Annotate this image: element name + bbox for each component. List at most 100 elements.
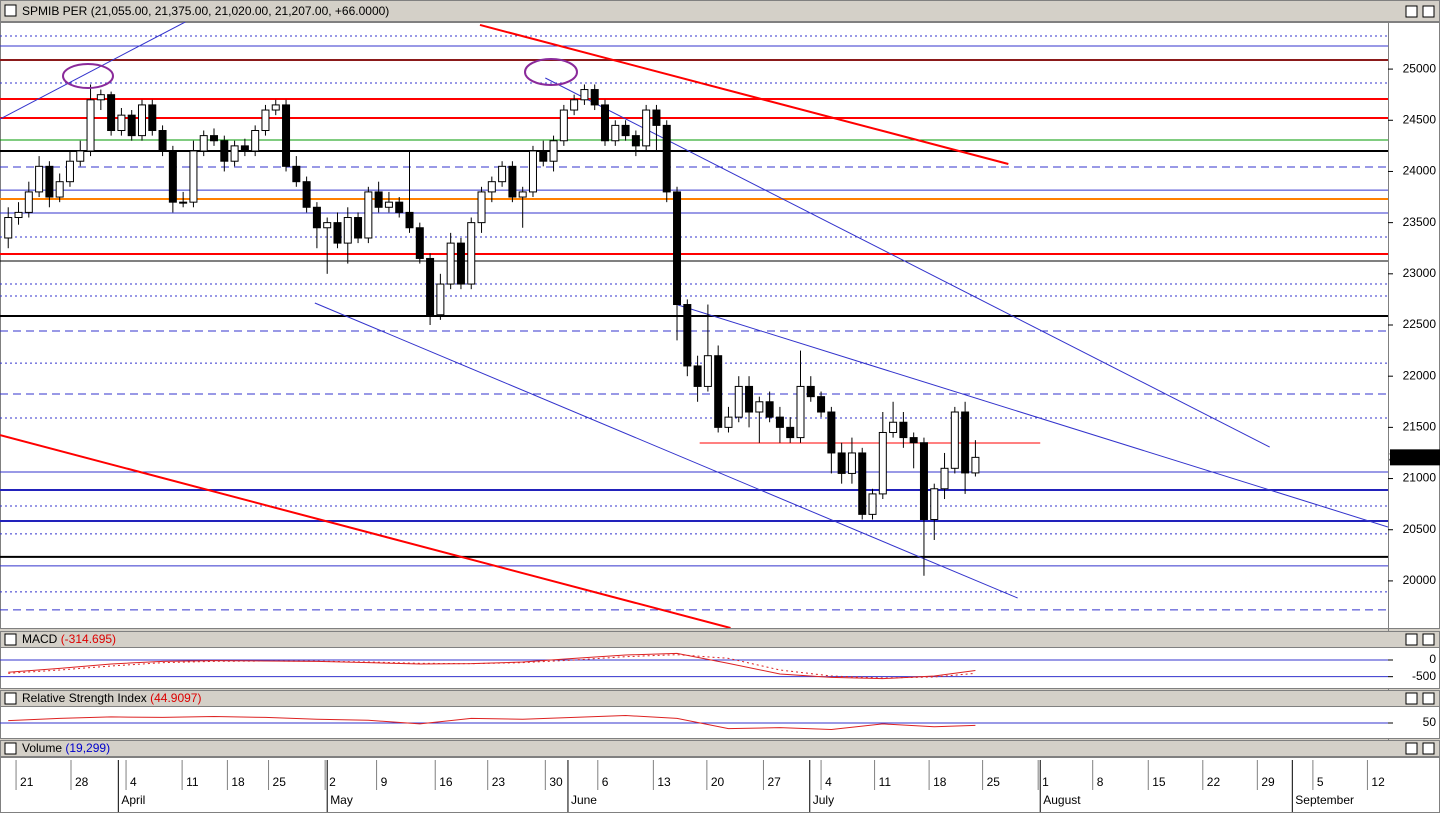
pane-header	[0, 631, 1440, 648]
candle-body	[518, 191, 527, 198]
candle-body	[240, 145, 249, 152]
candle-body	[374, 191, 383, 208]
indicator-name: MACD	[22, 632, 58, 646]
trend-line	[677, 304, 1388, 528]
pane-header	[0, 740, 1440, 757]
x-tick-label: 2	[329, 775, 336, 789]
x-tick-label: 5	[1317, 775, 1324, 789]
restore-button[interactable]	[1405, 692, 1418, 705]
candle-body	[107, 94, 116, 132]
candle-body	[498, 165, 507, 183]
symbol: SPMIB PER	[22, 4, 88, 18]
highlight-ellipse	[62, 63, 114, 89]
close-button[interactable]	[1422, 692, 1435, 705]
x-tick-label: 25	[273, 775, 287, 789]
candle-body	[24, 191, 33, 213]
candle-body	[210, 135, 219, 142]
pane-title: Volume (19,299)	[22, 741, 110, 755]
indicator-reading: (-314.695)	[61, 632, 116, 646]
trend-line	[314, 302, 1018, 599]
indicator-name: Relative Strength Index	[22, 691, 147, 705]
candle-body	[333, 222, 342, 244]
candle-body	[137, 104, 146, 137]
candle-body	[539, 150, 548, 162]
pane-icon	[4, 4, 17, 17]
x-tick-label: 4	[825, 775, 832, 789]
candle-body	[652, 109, 661, 126]
candle-body	[35, 165, 44, 193]
candle-body	[14, 211, 23, 219]
candle-body	[549, 140, 558, 162]
x-tick-label: 11	[879, 775, 892, 789]
indicator-line	[8, 715, 976, 731]
month-label: May	[330, 793, 353, 807]
candle-body	[930, 488, 939, 520]
candle-body	[724, 416, 733, 428]
close-button[interactable]	[1422, 633, 1435, 646]
candle-body	[415, 227, 424, 259]
candle-body	[940, 467, 949, 490]
candle-body	[806, 385, 815, 398]
candle-body	[271, 104, 280, 111]
trend-line	[0, 22, 186, 120]
indicator-name: Volume	[22, 741, 62, 755]
candle-body	[765, 401, 774, 418]
y-tick-label: 20000	[1403, 573, 1437, 587]
x-tick-label: 15	[1152, 775, 1166, 789]
x-tick-label: 23	[492, 775, 506, 789]
close-button[interactable]	[1422, 5, 1435, 18]
candle-body	[189, 150, 198, 203]
candle-body	[86, 99, 95, 152]
y-tick-label: -500	[1412, 669, 1436, 683]
pane-title: MACD (-314.695)	[22, 632, 116, 646]
close-button[interactable]	[1422, 742, 1435, 755]
month-label: September	[1295, 793, 1354, 807]
candle-body	[642, 109, 651, 147]
candle-body	[282, 104, 291, 167]
candle-body	[827, 411, 836, 454]
trend-line	[479, 24, 1009, 165]
restore-button[interactable]	[1405, 5, 1418, 18]
pane-title: Relative Strength Index (44.9097)	[22, 691, 201, 705]
candle-body	[199, 135, 208, 152]
candle-body	[76, 150, 85, 162]
restore-button[interactable]	[1405, 633, 1418, 646]
pane-icon	[4, 692, 17, 705]
restore-button[interactable]	[1405, 742, 1418, 755]
candle-body	[405, 211, 414, 229]
candle-body	[745, 385, 754, 413]
candle-body	[528, 150, 537, 193]
candle-body	[621, 124, 630, 137]
candle-body	[693, 365, 702, 387]
candle-body	[673, 191, 682, 306]
pane-icon	[4, 633, 17, 646]
x-tick-label: 9	[381, 775, 388, 789]
ohlc-reading: (21,055.00, 21,375.00, 21,020.00, 21,207…	[91, 4, 390, 18]
candle-body	[384, 201, 393, 208]
rsi-plot	[0, 715, 1388, 731]
y-tick-label: 25000	[1403, 61, 1437, 75]
indicator-line	[8, 654, 976, 679]
candle-body	[117, 114, 126, 132]
y-tick-label: 0	[1429, 652, 1436, 666]
x-tick-label: 16	[439, 775, 453, 789]
candle-body	[456, 242, 465, 285]
price-pane	[0, 22, 1440, 629]
x-tick-label: 11	[186, 775, 199, 789]
y-tick-label: 24500	[1403, 112, 1437, 126]
y-tick-label: 21500	[1403, 420, 1437, 434]
candle-body	[261, 109, 270, 132]
candle-body	[251, 130, 260, 152]
candle-body	[611, 124, 620, 142]
last-price-box	[1390, 449, 1440, 466]
candle-body	[919, 442, 928, 520]
candle-body	[343, 217, 352, 244]
x-tick-label: 29	[1261, 775, 1275, 789]
candle-body	[909, 437, 918, 444]
candle-body	[446, 242, 455, 285]
candle-body	[662, 124, 671, 193]
candle-body	[426, 257, 435, 316]
candle-body	[600, 104, 609, 142]
candle-body	[436, 283, 445, 316]
y-tick-label: 50	[1423, 715, 1437, 729]
